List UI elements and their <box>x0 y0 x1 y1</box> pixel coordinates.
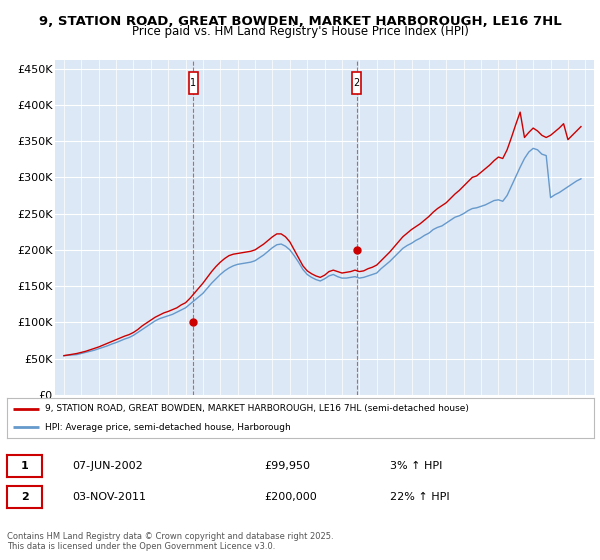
Text: 9, STATION ROAD, GREAT BOWDEN, MARKET HARBOROUGH, LE16 7HL (semi-detached house): 9, STATION ROAD, GREAT BOWDEN, MARKET HA… <box>46 404 469 413</box>
Text: 9, STATION ROAD, GREAT BOWDEN, MARKET HARBOROUGH, LE16 7HL: 9, STATION ROAD, GREAT BOWDEN, MARKET HA… <box>38 15 562 28</box>
FancyBboxPatch shape <box>189 72 197 94</box>
Text: £200,000: £200,000 <box>264 492 317 502</box>
Text: £99,950: £99,950 <box>264 461 310 471</box>
Text: 3% ↑ HPI: 3% ↑ HPI <box>390 461 442 471</box>
Text: 07-JUN-2002: 07-JUN-2002 <box>72 461 143 471</box>
Text: 2: 2 <box>353 78 360 88</box>
Text: HPI: Average price, semi-detached house, Harborough: HPI: Average price, semi-detached house,… <box>46 423 291 432</box>
Text: Price paid vs. HM Land Registry's House Price Index (HPI): Price paid vs. HM Land Registry's House … <box>131 25 469 38</box>
Text: Contains HM Land Registry data © Crown copyright and database right 2025.
This d: Contains HM Land Registry data © Crown c… <box>7 532 334 552</box>
Text: 03-NOV-2011: 03-NOV-2011 <box>72 492 146 502</box>
Text: 22% ↑ HPI: 22% ↑ HPI <box>390 492 449 502</box>
FancyBboxPatch shape <box>352 72 361 94</box>
Text: 1: 1 <box>190 78 196 88</box>
Text: 2: 2 <box>21 492 28 502</box>
Text: 1: 1 <box>21 461 28 471</box>
